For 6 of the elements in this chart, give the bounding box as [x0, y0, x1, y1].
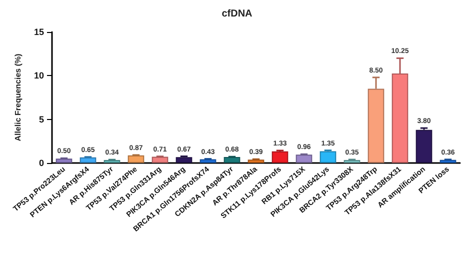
y-tick-label: 0 [38, 158, 44, 168]
chart-title: cfDNA [222, 8, 252, 20]
y-axis-title: Allelic Frequencies (%) [14, 53, 22, 142]
y-tick-label: 15 [34, 27, 44, 37]
y-tick-label: 5 [38, 114, 44, 124]
y-tick-label: 10 [34, 70, 44, 81]
